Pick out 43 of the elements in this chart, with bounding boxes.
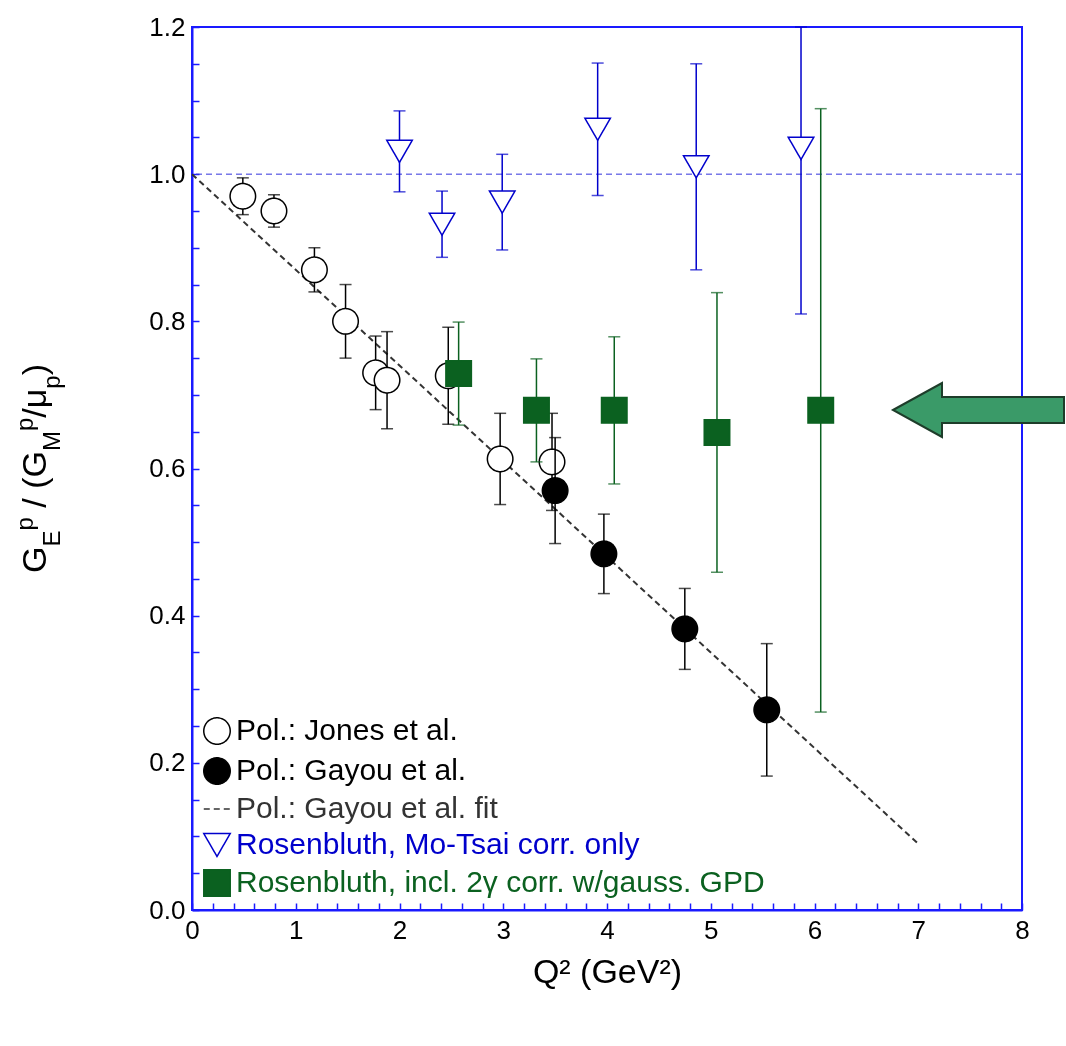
point [486,445,514,473]
x-tick-label: 6 [807,914,823,945]
point [600,396,628,424]
x-tick-label: 2 [392,914,408,945]
legend-label: Pol.: Jones et al. [236,713,458,746]
x-tick-label: 0 [185,914,200,945]
legend-label: Rosenbluth, incl. 2γ corr. w/gauss. GPD [236,865,765,898]
x-tick-label: 8 [1015,914,1030,945]
point [522,396,550,424]
x-tick-label: 7 [911,914,926,945]
x-tick-label: 5 [704,914,719,945]
legend-label: Pol.: Gayou et al. fit [236,791,499,824]
x-axis-title: Q² (GeV²) [532,951,683,990]
point [590,540,618,568]
point [373,366,401,394]
y-tick-label: 1.2 [149,11,186,42]
y-tick-label: 0.0 [149,894,186,925]
y-tick-label: 0.4 [149,600,186,631]
point [671,615,699,643]
x-tick-label: 1 [289,914,304,945]
x-tick-label: 3 [496,914,511,945]
y-tick-label: 0.6 [149,453,186,483]
point [300,256,328,284]
legend-label: Pol.: Gayou et al. [236,753,467,786]
point [753,696,781,724]
point [703,418,731,446]
point [386,139,413,164]
point [787,136,815,161]
point [807,396,835,424]
x-tick-label: 4 [600,914,615,945]
point [229,182,257,210]
point [260,197,288,225]
point [682,155,710,179]
y-tick-label: 0.8 [149,305,186,336]
y-tick-label: 0.2 [149,747,186,778]
point [428,212,456,236]
point [541,477,569,505]
legend-label: Rosenbluth, Mo-Tsai corr. only [236,827,640,860]
y-tick-label: 1.0 [149,158,186,189]
point [445,360,473,388]
point [488,190,516,214]
point [332,307,360,335]
point [584,117,612,142]
